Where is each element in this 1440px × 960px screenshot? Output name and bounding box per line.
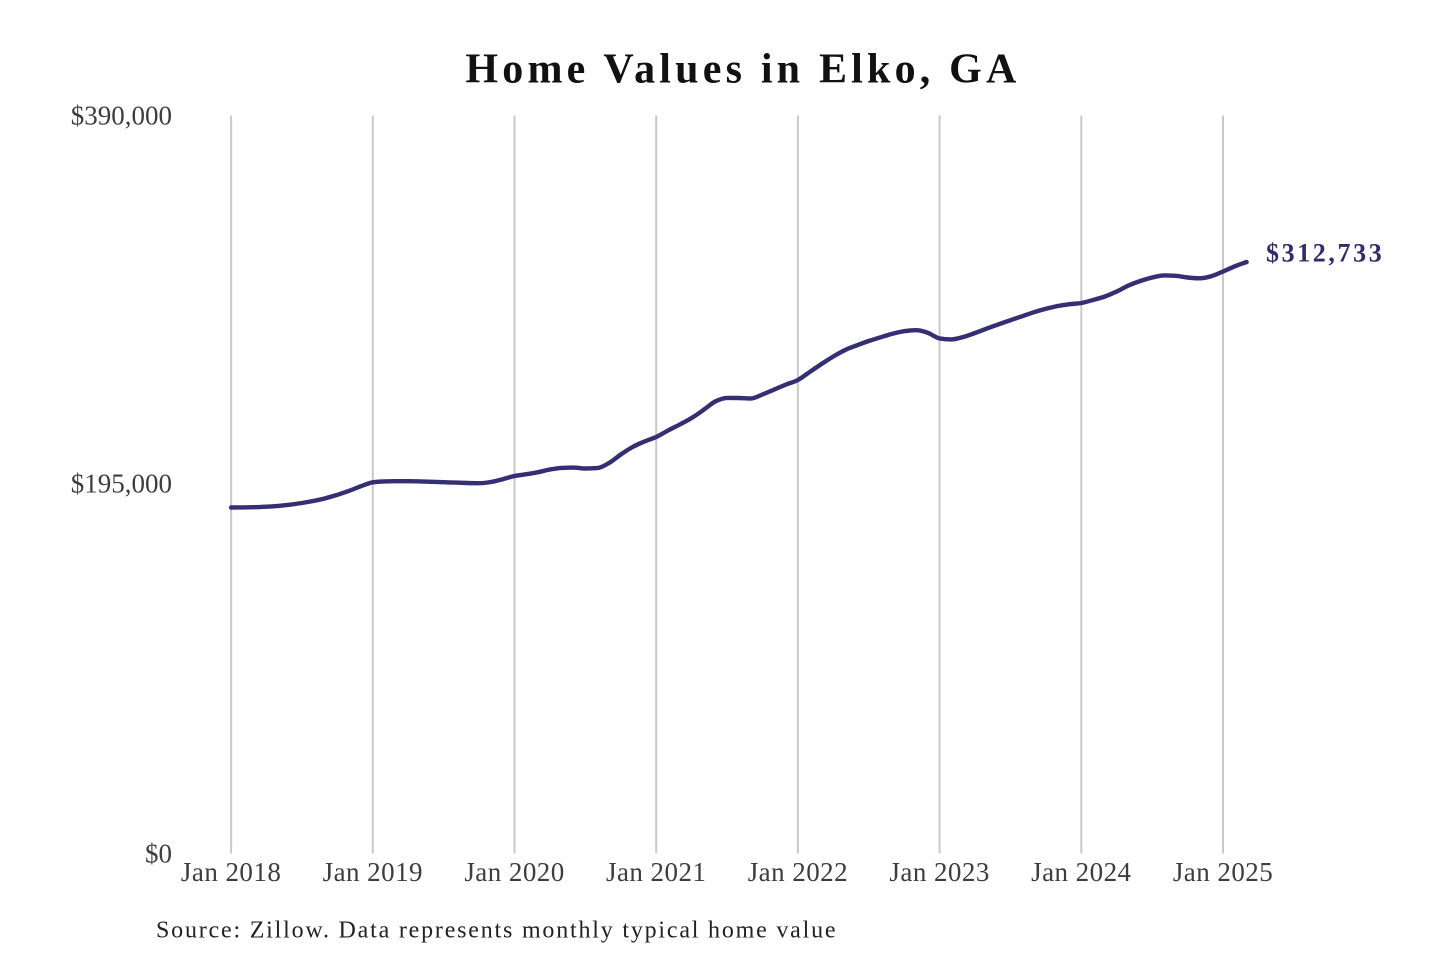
svg-text:Home Values in Elko, GA: Home Values in Elko, GA [465, 47, 1020, 93]
svg-text:Jan 2023: Jan 2023 [889, 857, 989, 887]
svg-text:Jan 2019: Jan 2019 [323, 857, 423, 887]
svg-text:$0: $0 [145, 839, 172, 869]
svg-text:$195,000: $195,000 [71, 469, 172, 499]
svg-text:$390,000: $390,000 [71, 101, 172, 131]
svg-text:Jan 2025: Jan 2025 [1173, 857, 1273, 887]
svg-text:Jan 2020: Jan 2020 [464, 857, 564, 887]
svg-text:Source: Zillow. Data represent: Source: Zillow. Data represents monthly … [156, 918, 837, 944]
svg-text:Jan 2021: Jan 2021 [606, 857, 706, 887]
svg-text:Jan 2024: Jan 2024 [1031, 857, 1131, 887]
svg-text:$312,733: $312,733 [1266, 239, 1384, 268]
svg-text:Jan 2018: Jan 2018 [181, 857, 281, 887]
svg-text:Jan 2022: Jan 2022 [748, 857, 848, 887]
